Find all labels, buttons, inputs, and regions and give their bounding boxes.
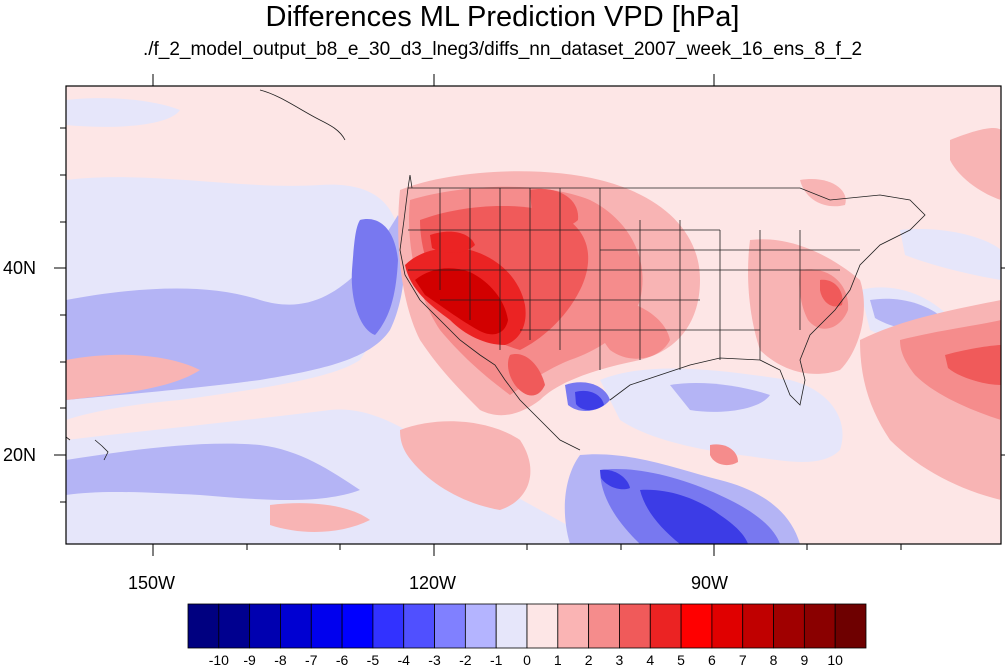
axis-ticks [54, 74, 1005, 556]
x-tick-label-120w: 120W [409, 573, 457, 593]
colorbar-label: -10 [208, 652, 229, 668]
colorbar-label: 9 [800, 652, 809, 668]
y-tick-label-40n: 40N [3, 258, 37, 278]
colorbar-label: -5 [366, 652, 380, 668]
colorbar-label: 7 [738, 652, 747, 668]
colorbar-label: -8 [274, 652, 287, 668]
colorbar-label: -6 [335, 652, 349, 668]
y-tick-label-20n: 20N [3, 445, 37, 465]
colorbar-label: -4 [397, 652, 410, 668]
red-field-4 [415, 268, 508, 335]
colorbar-label: -7 [305, 652, 318, 668]
colorbar-label: 3 [615, 652, 624, 668]
page-subtitle: ./f_2_model_output_b8_e_30_d3_lneg3/diff… [142, 39, 863, 60]
colorbar-label: -3 [428, 652, 441, 668]
colorbar-label: 0 [523, 652, 531, 668]
blue-field-3 [575, 390, 748, 544]
page-title: Differences ML Prediction VPD [hPa] [265, 1, 740, 33]
x-tick-label-150w: 150W [128, 573, 176, 593]
colorbar-label: 8 [769, 652, 778, 668]
colorbar-label: 2 [584, 652, 593, 668]
colorbar-label: 4 [646, 652, 655, 668]
colorbar-label: -2 [459, 652, 472, 668]
colorbar-label: 1 [553, 652, 562, 668]
colorbar-label: 6 [708, 652, 716, 668]
colorbar-label: -1 [489, 652, 503, 668]
colorbar-label: 5 [677, 652, 685, 668]
colorbar-label: 10 [827, 652, 843, 668]
colorbar-label: -9 [243, 652, 256, 668]
coastline-borders [66, 89, 926, 461]
x-tick-label-90w: 90W [691, 573, 729, 593]
